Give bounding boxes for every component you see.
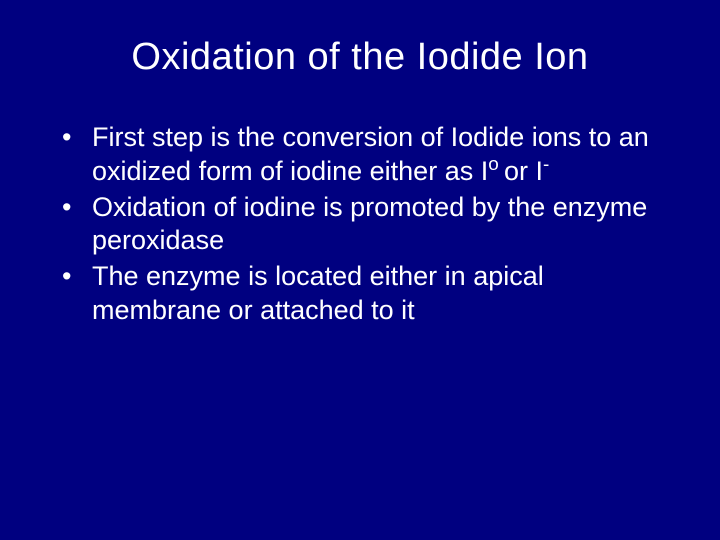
slide-content: First step is the conversion of Iodide i… — [56, 121, 664, 328]
bullet-item-2: Oxidation of iodine is promoted by the e… — [62, 191, 664, 259]
bullet-1-mid: or I — [504, 156, 543, 186]
bullet-item-1: First step is the conversion of Iodide i… — [62, 121, 664, 189]
slide-title: Oxidation of the Iodide Ion — [56, 36, 664, 79]
bullet-list: First step is the conversion of Iodide i… — [62, 121, 664, 328]
bullet-1-pre: First step is the conversion of Iodide i… — [92, 122, 649, 186]
bullet-1-sup2: - — [543, 154, 549, 175]
bullet-item-3: The enzyme is located either in apical m… — [62, 260, 664, 328]
bullet-1-sup1: o — [488, 154, 504, 175]
slide-container: Oxidation of the Iodide Ion First step i… — [0, 0, 720, 540]
